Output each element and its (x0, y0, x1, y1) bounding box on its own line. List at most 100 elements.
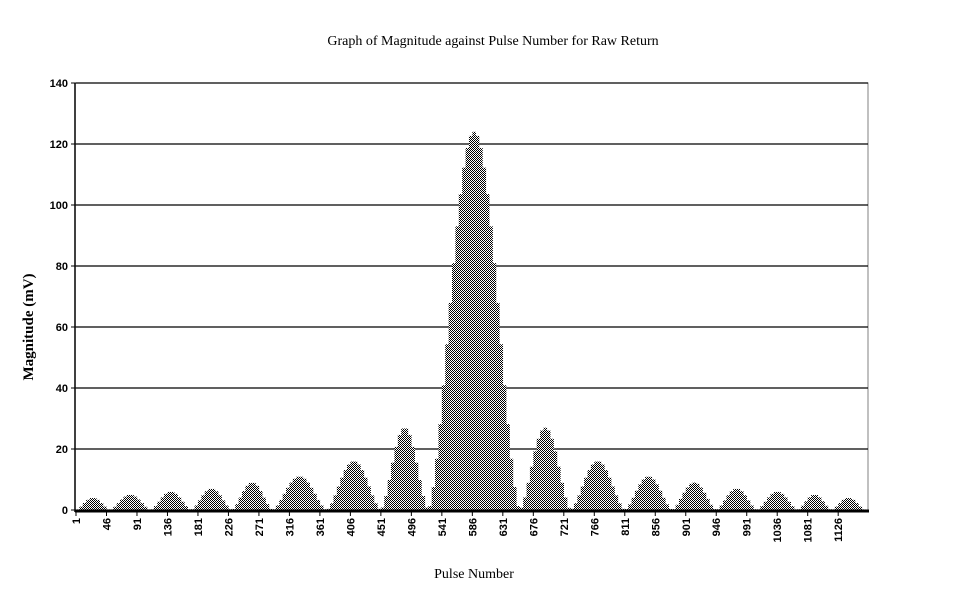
bar (641, 479, 646, 510)
bar (631, 497, 636, 510)
bar (235, 504, 239, 510)
bar (123, 496, 128, 510)
bar (380, 507, 385, 510)
x-tick-label: 766 (589, 518, 601, 536)
bar (780, 493, 785, 510)
bar (225, 505, 229, 510)
bar (411, 446, 415, 510)
bar (787, 501, 791, 510)
bar (560, 482, 565, 510)
bar (136, 499, 141, 510)
bar (177, 497, 182, 510)
bar (414, 462, 419, 510)
bar (269, 508, 273, 510)
bar (689, 483, 693, 510)
y-axis-title: Magnitude (mV) (21, 273, 37, 380)
bar (817, 497, 822, 510)
bar (719, 505, 724, 510)
bar (326, 508, 331, 510)
bar (103, 506, 107, 510)
bar (634, 490, 639, 510)
bar (658, 490, 663, 510)
bar (543, 427, 548, 510)
bar (130, 494, 134, 510)
bar (370, 495, 375, 510)
bar (282, 493, 287, 510)
bar (462, 167, 466, 510)
bar (448, 302, 453, 510)
bar (485, 194, 490, 510)
bar (258, 491, 263, 510)
bar (367, 486, 371, 510)
bar (214, 491, 219, 510)
bar (116, 503, 121, 510)
bar (319, 505, 324, 510)
bar (343, 470, 348, 510)
x-tick-label: 181 (193, 518, 205, 536)
bar (790, 506, 795, 510)
bar (577, 495, 581, 510)
bar (160, 497, 165, 510)
bar (699, 487, 703, 510)
bar (855, 502, 859, 510)
bar (651, 479, 656, 510)
bar (336, 486, 341, 510)
x-tick-label: 721 (559, 518, 571, 536)
bar (201, 495, 205, 510)
bar (248, 482, 253, 510)
bar (573, 503, 578, 510)
bar (773, 491, 778, 510)
bar (458, 194, 463, 510)
x-axis-title: Pulse Number (434, 567, 514, 582)
bar (431, 487, 436, 510)
bar (391, 462, 395, 510)
bar (208, 488, 212, 510)
bar (340, 477, 344, 510)
bar (824, 505, 829, 510)
bar (709, 504, 714, 510)
bar (519, 507, 524, 510)
bar (241, 491, 246, 510)
bar (245, 485, 249, 510)
bar (96, 499, 100, 510)
bar (441, 385, 446, 510)
bar (181, 501, 185, 510)
y-tick-label: 120 (50, 139, 68, 151)
bar (838, 502, 842, 510)
y-tick-label: 0 (62, 505, 68, 517)
bar (611, 486, 615, 510)
bar (506, 424, 510, 510)
bar (739, 491, 744, 510)
bar (394, 446, 399, 510)
x-tick-label: 946 (711, 518, 723, 536)
bar (306, 482, 310, 510)
bar (733, 488, 737, 510)
bar (526, 482, 531, 510)
bar (645, 476, 649, 510)
bar (438, 424, 443, 510)
y-tick-label: 60 (56, 322, 68, 334)
bar (231, 508, 236, 510)
bar (553, 451, 558, 510)
bar (695, 483, 700, 510)
bar (638, 484, 642, 510)
bar (347, 464, 351, 510)
y-tick-label: 140 (50, 78, 68, 90)
bar (540, 430, 544, 510)
y-tick-label: 40 (56, 383, 68, 395)
bar (262, 497, 266, 510)
bar (313, 493, 317, 510)
bar (804, 501, 808, 510)
bar (604, 470, 609, 510)
bar (143, 506, 148, 510)
bar (445, 344, 449, 510)
bar (401, 428, 405, 510)
bar (428, 506, 432, 510)
bar (286, 487, 290, 510)
bar (811, 495, 815, 510)
bar (316, 499, 321, 510)
x-tick-label: 46 (101, 518, 113, 530)
bar (353, 461, 358, 510)
bar (621, 508, 625, 510)
x-tick-label: 406 (345, 518, 357, 536)
